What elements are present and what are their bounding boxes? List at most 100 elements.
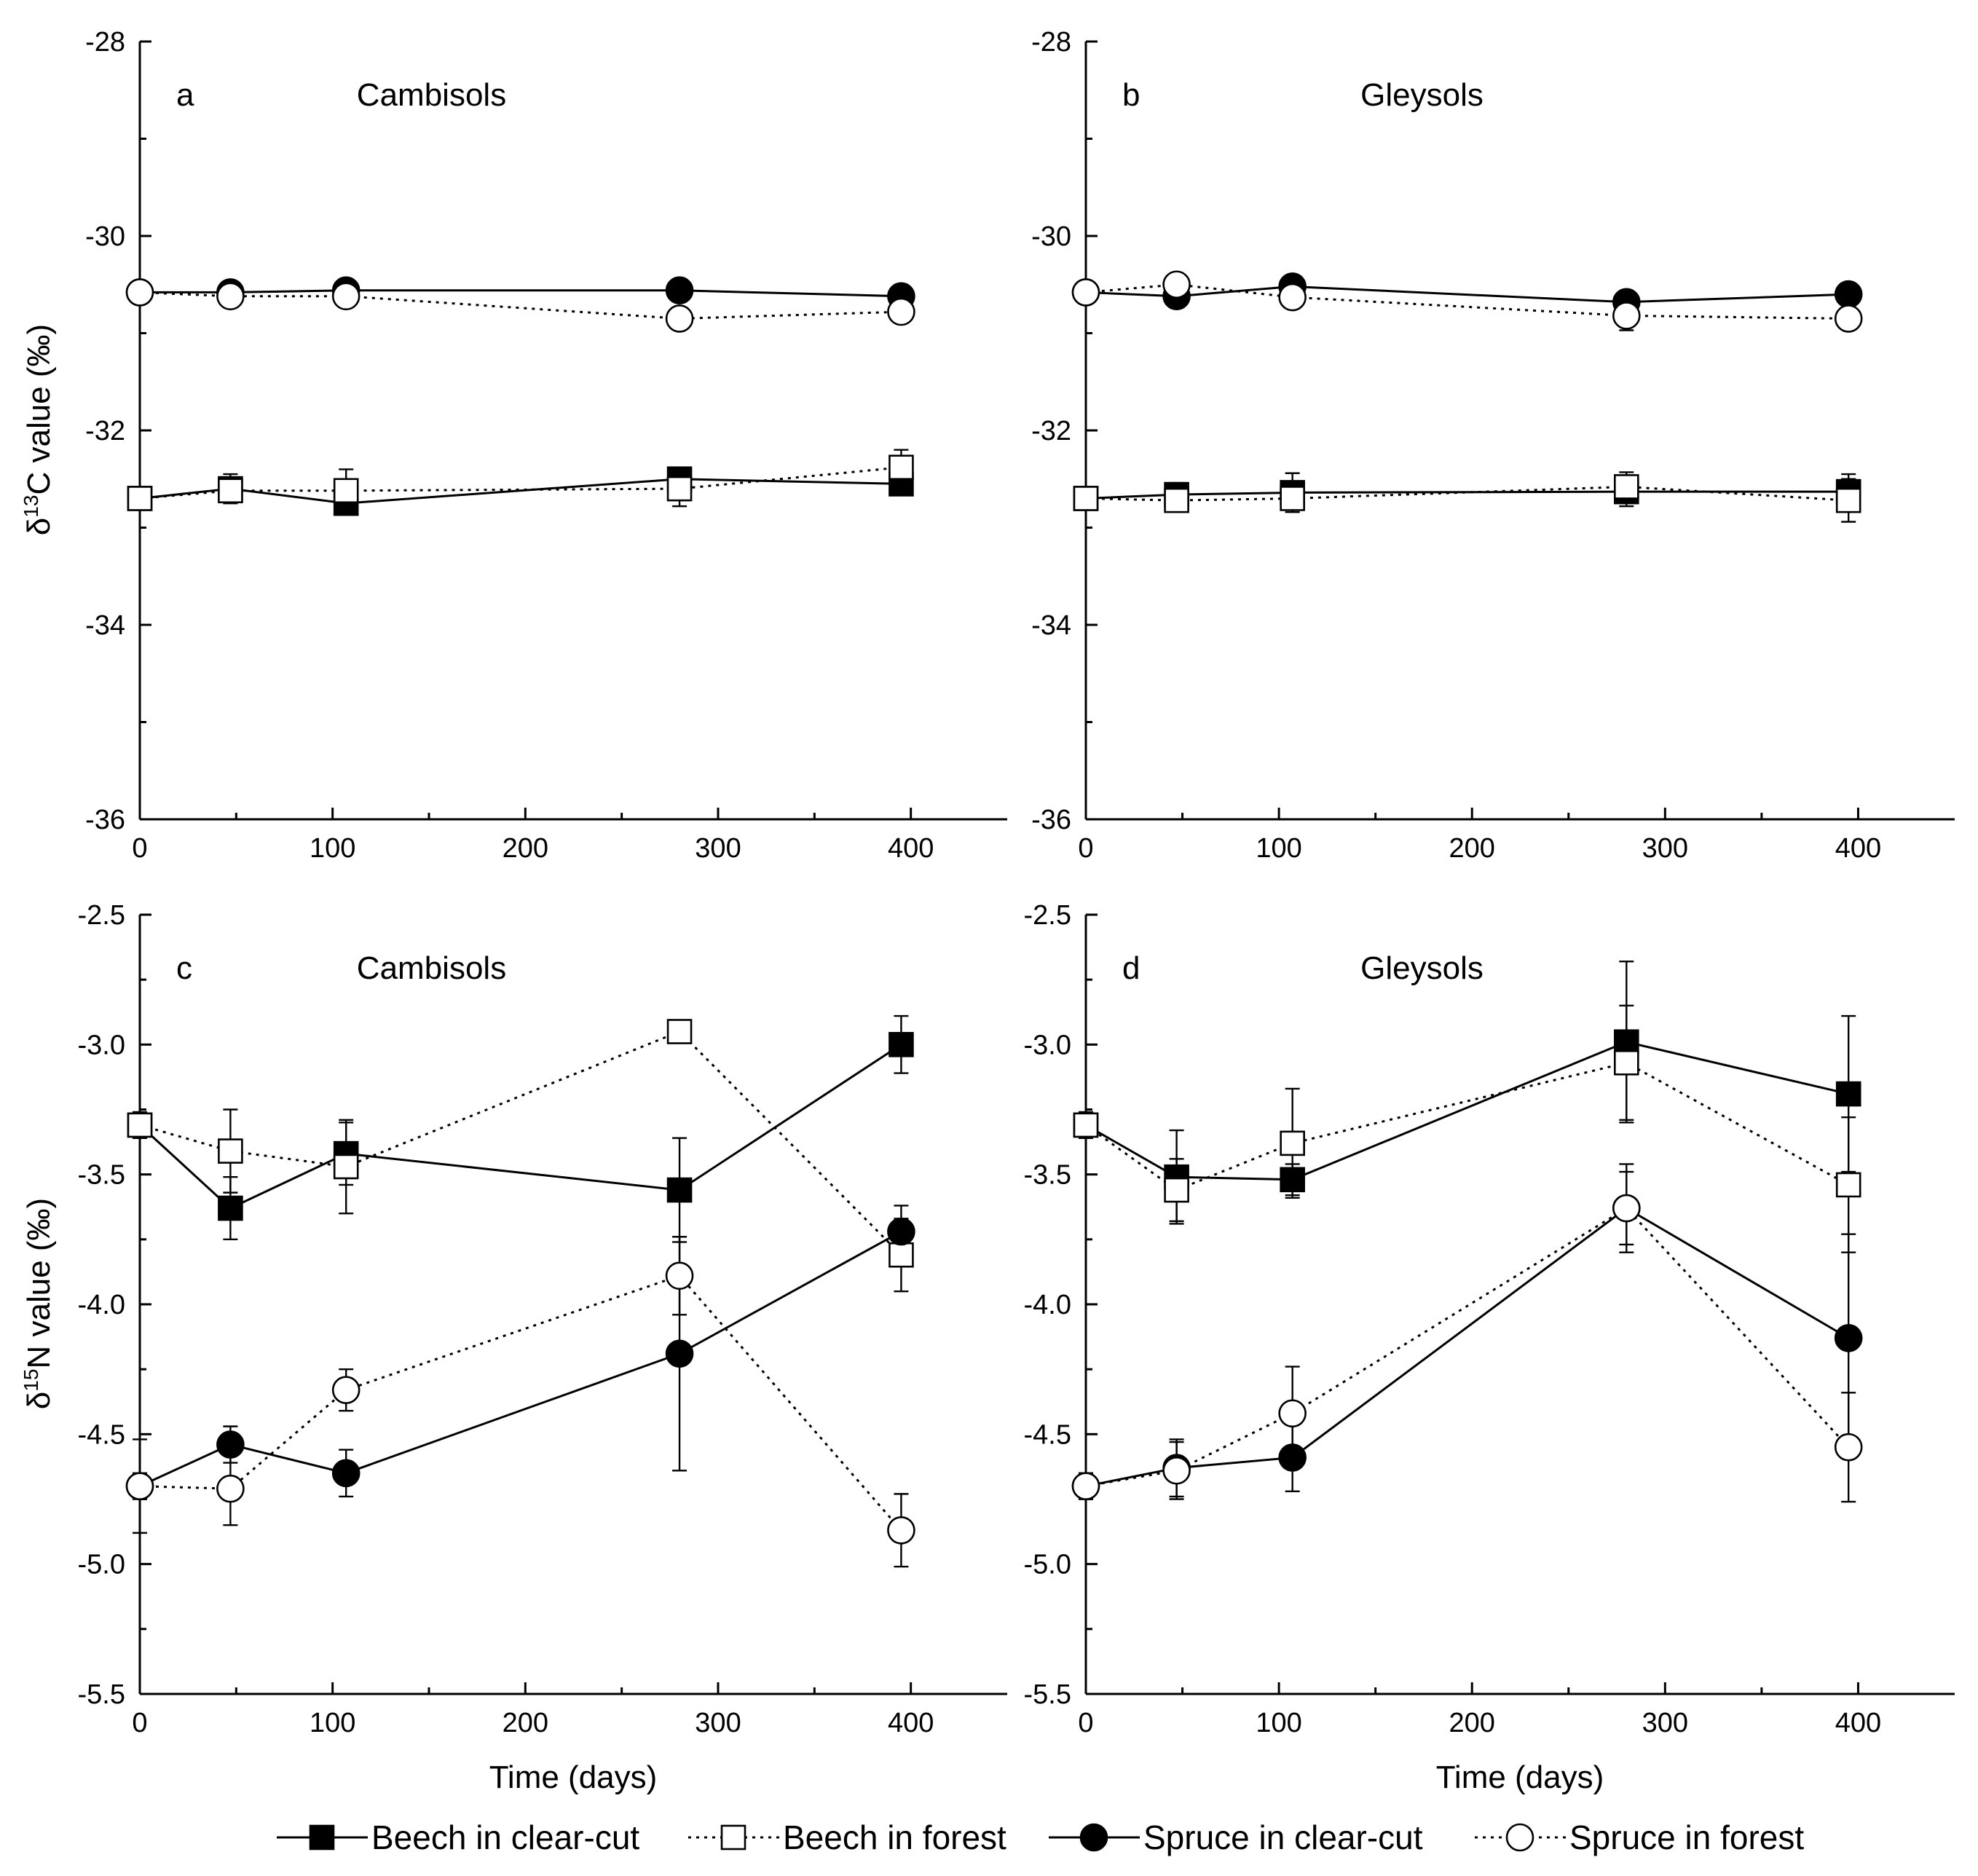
point-beech-in-forest — [1280, 486, 1305, 511]
legend-marker — [1505, 1823, 1534, 1852]
x-tick-label: 100 — [1256, 1708, 1301, 1738]
y-tick-label: -3.5 — [1024, 1160, 1071, 1191]
point-spruce-in-forest — [216, 282, 245, 311]
y-tick-label: -5.0 — [1024, 1550, 1071, 1580]
x-tick-label: 300 — [695, 833, 741, 864]
point-beech-in-clear-cut — [888, 1032, 914, 1057]
point-spruce-in-forest — [125, 1472, 154, 1500]
x-tick-label: 400 — [1835, 1708, 1881, 1738]
y-tick-label: -30 — [1031, 221, 1071, 252]
x-tick-label: 300 — [1642, 1708, 1688, 1738]
point-spruce-in-forest — [1834, 1432, 1863, 1462]
point-beech-in-forest — [218, 1138, 243, 1164]
x-axis-label-c: Time (days) — [489, 1759, 658, 1795]
point-spruce-in-clear-cut — [1834, 280, 1863, 309]
point-beech-in-forest — [127, 1112, 153, 1138]
point-beech-in-forest — [218, 478, 243, 504]
point-spruce-in-forest — [1612, 1194, 1641, 1223]
point-spruce-in-forest — [216, 1474, 245, 1503]
point-spruce-in-clear-cut — [665, 1339, 694, 1368]
x-tick-label: 100 — [310, 1708, 355, 1738]
point-spruce-in-clear-cut — [887, 1217, 915, 1246]
point-spruce-in-forest — [1612, 302, 1641, 330]
point-spruce-in-forest — [665, 1261, 694, 1290]
y-tick-label: -3.0 — [1024, 1030, 1071, 1060]
y-tick-label: -2.5 — [78, 900, 125, 931]
point-spruce-in-clear-cut — [331, 1459, 360, 1488]
legend-item-spruce-in-clear-cut: Spruce in clear-cut — [1049, 1818, 1423, 1856]
point-beech-in-forest — [333, 478, 359, 504]
point-spruce-in-forest — [887, 1516, 915, 1545]
y-tick-label: -4.5 — [1024, 1419, 1071, 1450]
x-tick-label: 0 — [1078, 1708, 1093, 1738]
panel-letter: a — [176, 77, 194, 113]
point-spruce-in-forest — [1071, 1472, 1100, 1500]
panel-b: -36 -34 -32 -30 -28 0 100 200 300 400 b Gleysols — [1031, 27, 1955, 864]
point-beech-in-forest — [888, 1242, 914, 1268]
y-tick-label: -4.0 — [1024, 1290, 1071, 1320]
x-tick-label: 200 — [1449, 1708, 1495, 1738]
y-tick-label: -32 — [85, 416, 125, 446]
legend-label: Spruce in forest — [1569, 1818, 1804, 1856]
y-tick-label: -3.0 — [78, 1030, 125, 1060]
panel-c: -5.5 -5.0 -4.5 -4.0 -3.5 -3.0 -2.5 0 100 200 300 40… — [78, 900, 1007, 1738]
point-spruce-in-clear-cut — [1278, 1443, 1307, 1472]
panel-letter: c — [176, 950, 192, 986]
y-tick-label: -3.5 — [78, 1160, 125, 1191]
y-tick-label: -5.0 — [78, 1550, 125, 1580]
panel-a: -36 -34 -32 -30 -28 0 100 200 300 400 a Cambisols — [85, 27, 1007, 864]
point-spruce-in-forest — [125, 278, 154, 307]
point-beech-in-forest — [1164, 487, 1189, 513]
point-spruce-in-clear-cut — [216, 1430, 245, 1459]
point-beech-in-forest — [1614, 1050, 1639, 1076]
point-beech-in-clear-cut — [1835, 1081, 1861, 1107]
chart-panels: -36 -34 -32 -30 -28 0 100 200 300 400 a Cambisols -3… — [78, 27, 1955, 1738]
point-spruce-in-clear-cut — [665, 276, 694, 305]
legend-marker — [309, 1824, 335, 1851]
point-beech-in-clear-cut — [1614, 1029, 1639, 1055]
x-tick-label: 0 — [1078, 833, 1093, 864]
point-beech-in-forest — [1835, 487, 1861, 513]
legend: Beech in clear-cut Beech in forest Spruce … — [277, 1818, 1804, 1856]
x-tick-label: 200 — [1449, 833, 1495, 864]
y-tick-label: -34 — [85, 610, 125, 641]
point-beech-in-forest — [1164, 1177, 1189, 1203]
point-spruce-in-forest — [1162, 270, 1191, 299]
point-beech-in-forest — [1614, 474, 1639, 500]
point-spruce-in-forest — [1834, 304, 1863, 333]
x-tick-label: 300 — [1642, 833, 1688, 864]
y-tick-label: -32 — [1031, 416, 1071, 446]
panel-letter: b — [1122, 77, 1140, 113]
legend-label: Beech in clear-cut — [371, 1818, 639, 1856]
y-tick-label: -5.5 — [1024, 1679, 1071, 1710]
legend-marker — [1079, 1823, 1108, 1852]
point-beech-in-forest — [1073, 486, 1099, 511]
panel-title: Cambisols — [357, 950, 506, 986]
x-tick-label: 0 — [132, 833, 147, 864]
point-spruce-in-clear-cut — [1834, 1324, 1863, 1352]
x-tick-label: 100 — [310, 833, 355, 864]
panel-title: Gleysols — [1360, 77, 1484, 113]
point-beech-in-clear-cut — [218, 1195, 243, 1221]
point-beech-in-clear-cut — [666, 1177, 693, 1203]
y-tick-label: -28 — [85, 27, 125, 58]
x-tick-label: 200 — [503, 1708, 548, 1738]
y-tick-label: -4.0 — [78, 1290, 125, 1320]
point-beech-in-forest — [666, 476, 693, 502]
legend-item-beech-in-clear-cut: Beech in clear-cut — [277, 1818, 639, 1856]
x-tick-label: 0 — [132, 1708, 147, 1738]
y-tick-label: -36 — [1031, 805, 1071, 835]
x-axis-label-d: Time (days) — [1436, 1759, 1604, 1795]
legend-item-beech-in-forest: Beech in forest — [688, 1818, 1006, 1856]
series-line-beech-in-forest — [1085, 1061, 1849, 1191]
series-line-spruce-in-forest — [1085, 1207, 1850, 1488]
y-tick-label: -30 — [85, 221, 125, 252]
panel-d: -5.5 -5.0 -4.5 -4.0 -3.5 -3.0 -2.5 0 100 200 300 40… — [1024, 900, 1955, 1738]
point-beech-in-forest — [888, 454, 914, 481]
y-tick-label: -28 — [1031, 27, 1071, 58]
x-tick-label: 300 — [695, 1708, 741, 1738]
legend-label: Spruce in clear-cut — [1143, 1818, 1423, 1856]
point-spruce-in-forest — [1071, 278, 1100, 307]
point-spruce-in-forest — [331, 1376, 360, 1404]
